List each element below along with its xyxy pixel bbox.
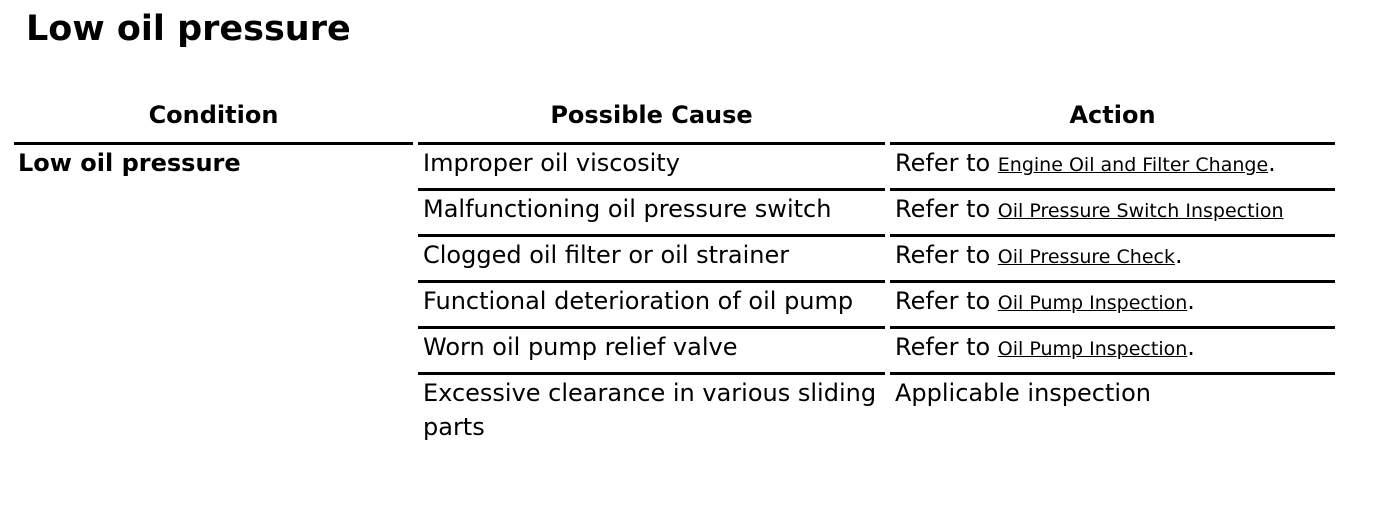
troubleshooting-table: Condition Possible Cause Action Low oil … — [9, 88, 1340, 450]
action-text: Refer to — [895, 333, 998, 361]
page-title: Low oil pressure — [26, 9, 351, 49]
action-cell: Refer to Engine Oil and Filter Change. — [890, 142, 1335, 188]
cause-cell: Improper oil viscosity — [418, 142, 885, 188]
procedure-link[interactable]: Engine Oil and Filter Change — [997, 154, 1269, 176]
action-cell: Refer to Oil Pump Inspection. — [890, 280, 1335, 326]
action-text: Refer to — [895, 287, 998, 315]
procedure-link[interactable]: Oil Pressure Switch Inspection — [997, 200, 1284, 222]
header-possible-cause: Possible Cause — [550, 101, 753, 129]
action-cell: Refer to Oil Pressure Check. — [890, 234, 1335, 280]
header-condition: Condition — [148, 101, 279, 129]
condition-cell: Low oil pressure — [14, 142, 413, 450]
cause-cell: Clogged oil filter or oil strainer — [418, 234, 885, 280]
table-row: Functional deterioration of oil pump Refe… — [14, 280, 1335, 326]
action-suffix: . — [1268, 149, 1276, 177]
action-text: Refer to — [895, 195, 998, 223]
action-cell: Refer to Oil Pump Inspection. — [890, 326, 1335, 372]
table-row: Clogged oil filter or oil strainer Refer … — [14, 234, 1335, 280]
action-cell: Refer to Oil Pressure Switch Inspection — [890, 188, 1335, 234]
cause-cell: Functional deterioration of oil pump — [418, 280, 885, 326]
action-text: Refer to — [895, 149, 998, 177]
cause-cell: Malfunctioning oil pressure switch — [418, 188, 885, 234]
procedure-link[interactable]: Oil Pressure Check — [997, 246, 1175, 268]
header-row: Condition Possible Cause Action — [14, 88, 1335, 142]
cause-cell: Worn oil pump relief valve — [418, 326, 885, 372]
action-suffix: . — [1174, 241, 1183, 269]
cause-cell: Excessive clearance in various sliding p… — [418, 372, 885, 450]
table-row: Malfunctioning oil pressure switch Refer … — [14, 188, 1335, 234]
action-text: Applicable inspection — [895, 379, 1151, 407]
procedure-link[interactable]: Oil Pump Inspection — [997, 292, 1188, 314]
action-text: Refer to — [895, 241, 998, 269]
table-row: Worn oil pump relief valve Refer to Oil P… — [14, 326, 1335, 372]
action-suffix: . — [1187, 287, 1195, 315]
table-row: Low oil pressure Improper oil viscosity Re… — [14, 142, 1335, 188]
procedure-link[interactable]: Oil Pump Inspection — [997, 338, 1188, 360]
header-action: Action — [1069, 101, 1156, 129]
action-suffix: . — [1187, 333, 1195, 361]
action-cell: Applicable inspection — [890, 372, 1335, 450]
table-row: Excessive clearance in various sliding p… — [14, 372, 1335, 450]
